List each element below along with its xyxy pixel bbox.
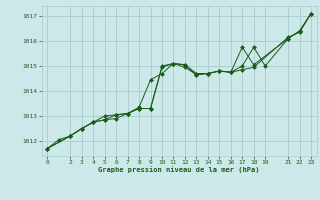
X-axis label: Graphe pression niveau de la mer (hPa): Graphe pression niveau de la mer (hPa) xyxy=(99,167,260,173)
